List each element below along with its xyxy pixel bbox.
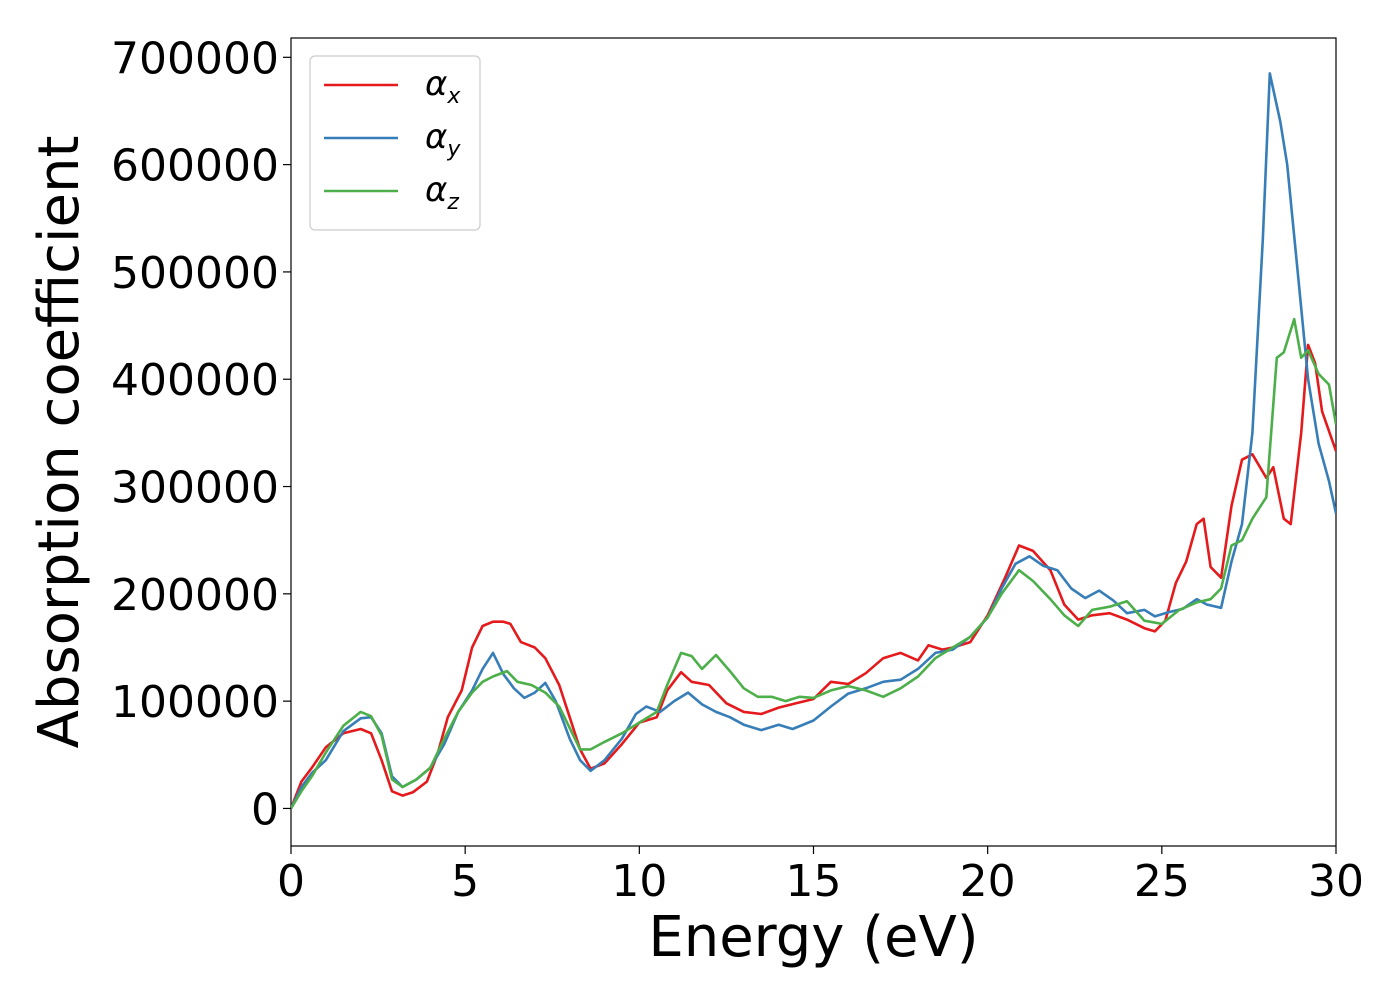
y-tick-label: 700000 [111,33,279,84]
x-tick-label: 20 [960,856,1016,907]
x-tick-label: 15 [786,856,842,907]
y-tick-label: 0 [251,784,279,835]
y-tick-label: 100000 [111,677,279,728]
y-tick-label: 400000 [111,355,279,406]
y-tick-label: 500000 [111,248,279,299]
x-tick-label: 5 [451,856,479,907]
y-tick-label: 300000 [111,463,279,514]
series-line-z [291,317,1336,810]
x-tick-label: 0 [277,856,305,907]
x-tick-label: 25 [1134,856,1190,907]
x-axis-title: Energy (eV) [648,905,978,970]
y-axis-ticks: 0 100000 200000 300000 400000 500000 600000 700… [111,33,291,835]
x-axis-ticks: 0 5 10 15 20 25 30 [277,846,1364,907]
x-tick-label: 30 [1308,856,1364,907]
x-tick-label: 10 [611,856,667,907]
series-layer [291,72,1336,810]
y-tick-label: 600000 [111,141,279,192]
series-line-x [291,343,1336,809]
legend-frame [309,55,481,231]
y-tick-label: 200000 [111,570,279,621]
y-axis-title: Absorption coefficient [27,136,92,749]
